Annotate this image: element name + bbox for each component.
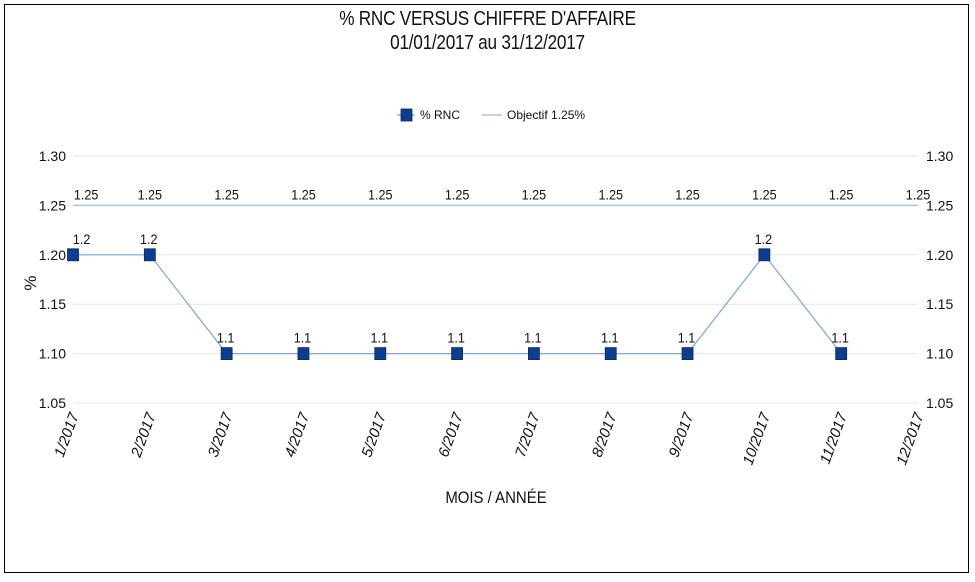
x-tick-label: 2/2017 [128, 410, 160, 460]
data-label-rnc: 1.1 [447, 330, 465, 346]
x-tick-label: 11/2017 [817, 410, 851, 466]
data-label-rnc: 1.2 [73, 231, 91, 247]
data-label-rnc: 1.1 [294, 330, 312, 346]
y-tick-label-right: 1.15 [926, 296, 953, 312]
data-point-rnc [451, 347, 463, 361]
data-label-rnc: 1.1 [217, 330, 235, 346]
data-label-objectif: 1.25 [829, 187, 853, 203]
x-axis-label: MOIS / ANNÉE [445, 487, 546, 507]
data-point-rnc [604, 347, 617, 361]
series-layer: 1.2 1.2 1.1 1.1 1.1 1.1 1.1 1.1 1.1 1.2 1.1 1.25 1.2… [67, 187, 930, 361]
data-label-objectif: 1.25 [675, 187, 699, 203]
y-tick-label-right: 1.30 [926, 148, 953, 164]
grid-lines [73, 155, 918, 404]
y-tick-label-left: 1.10 [39, 346, 66, 362]
data-label-objectif: 1.25 [598, 187, 622, 203]
y-tick-label-left: 1.15 [39, 296, 66, 312]
legend-marker-rnc [400, 108, 413, 122]
x-tick-label: 5/2017 [358, 410, 390, 460]
data-point-rnc [835, 347, 848, 361]
legend-label-objectif: Objectif 1.25% [507, 108, 585, 122]
data-label-objectif: 1.25 [522, 187, 546, 203]
data-label-rnc: 1.2 [140, 231, 158, 247]
legend: % RNC Objectif 1.25% [397, 108, 585, 122]
data-point-rnc [758, 248, 771, 262]
x-tick-label: 3/2017 [205, 410, 237, 460]
y-tick-label-left: 1.05 [39, 395, 66, 411]
data-label-objectif: 1.25 [368, 187, 392, 203]
x-tick-label: 9/2017 [666, 410, 698, 460]
y-tick-label-right: 1.20 [926, 247, 953, 263]
y-tick-label-left: 1.25 [39, 197, 66, 213]
y-tick-label-left: 1.20 [39, 247, 66, 263]
x-tick-label: 12/2017 [893, 410, 928, 467]
x-tick-label: 6/2017 [435, 410, 467, 460]
x-tick-label: 4/2017 [282, 410, 314, 460]
chart-title: % RNC VERSUS CHIFFRE D'AFFAIRE [339, 8, 636, 30]
x-tick-label: 7/2017 [512, 410, 544, 460]
data-label-objectif: 1.25 [214, 187, 238, 203]
data-point-rnc [297, 347, 310, 361]
data-label-rnc: 1.1 [524, 330, 542, 346]
data-label-objectif: 1.25 [138, 187, 162, 203]
data-point-rnc [220, 347, 233, 361]
data-label-objectif: 1.25 [445, 187, 469, 203]
y-axis-right: 1.05 1.10 1.15 1.20 1.25 1.30 [926, 148, 953, 411]
data-label-rnc: 1.1 [831, 330, 849, 346]
data-point-rnc [681, 347, 694, 361]
data-point-rnc [67, 248, 79, 262]
y-axis-left: 1.05 1.10 1.15 1.20 1.25 1.30 [39, 148, 66, 411]
y-tick-label-right: 1.05 [926, 395, 953, 411]
data-label-objectif: 1.25 [291, 187, 315, 203]
legend-label-rnc: % RNC [420, 108, 460, 122]
data-point-rnc [374, 347, 387, 361]
y-axis-label: % [21, 275, 40, 290]
y-tick-label-right: 1.25 [926, 197, 953, 213]
data-label-rnc: 1.2 [755, 231, 773, 247]
data-point-rnc [143, 248, 156, 262]
data-label-objectif: 1.25 [74, 187, 98, 203]
x-axis: 1/2017 2/2017 3/2017 4/2017 5/2017 6/2017 7/20… [51, 410, 928, 467]
y-tick-label-left: 1.30 [39, 148, 66, 164]
data-label-rnc: 1.1 [601, 330, 619, 346]
x-tick-label: 8/2017 [589, 410, 621, 460]
data-point-rnc [528, 347, 540, 361]
y-tick-label-right: 1.10 [926, 346, 953, 362]
data-label-objectif: 1.25 [906, 187, 930, 203]
chart-subtitle: 01/01/2017 au 31/12/2017 [390, 32, 585, 54]
x-tick-label: 1/2017 [51, 410, 83, 460]
data-label-objectif: 1.25 [752, 187, 776, 203]
x-tick-label: 10/2017 [740, 410, 775, 467]
chart-frame [4, 4, 969, 573]
data-label-rnc: 1.1 [371, 330, 389, 346]
data-label-rnc: 1.1 [678, 330, 696, 346]
